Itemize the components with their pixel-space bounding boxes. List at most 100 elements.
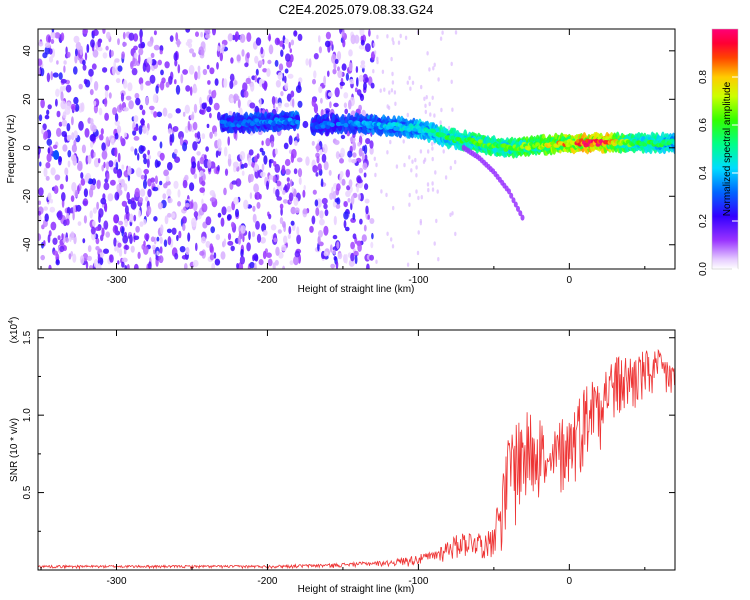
- signal-core: [415, 125, 421, 130]
- noise-blob: [175, 84, 181, 95]
- noise-blob: [40, 98, 45, 109]
- noise-blob: [140, 119, 145, 125]
- noise-blob: [447, 125, 451, 131]
- noise-blob: [159, 50, 163, 55]
- noise-blob: [74, 103, 80, 112]
- noise-blob: [370, 82, 375, 89]
- noise-blob: [167, 128, 172, 135]
- noise-blob: [297, 168, 303, 178]
- noise-blob: [367, 214, 371, 220]
- noise-blob: [166, 228, 172, 234]
- noise-blob: [294, 140, 298, 146]
- noise-blob: [123, 132, 127, 138]
- noise-blob: [230, 221, 235, 228]
- noise-blob: [276, 180, 282, 187]
- noise-blob: [437, 77, 440, 82]
- noise-blob: [290, 206, 296, 215]
- noise-blob: [171, 227, 177, 235]
- noise-blob: [316, 143, 320, 153]
- noise-blob: [127, 82, 133, 92]
- noise-blob: [217, 45, 220, 52]
- noise-blob: [44, 46, 50, 55]
- noise-blob: [119, 248, 123, 257]
- noise-blob: [252, 213, 257, 223]
- noise-blob: [84, 174, 89, 183]
- noise-blob: [206, 123, 210, 129]
- noise-blob: [121, 227, 125, 237]
- noise-blob: [65, 237, 69, 243]
- noise-blob: [363, 224, 367, 232]
- noise-blob: [213, 252, 217, 259]
- noise-blob: [150, 177, 156, 183]
- noise-blob: [75, 48, 78, 57]
- noise-blob: [156, 111, 163, 118]
- noise-blob: [145, 63, 151, 73]
- noise-blob: [284, 158, 291, 167]
- spectrogram-y-ticks: -40 -20 0 20 40: [22, 45, 675, 270]
- noise-blob: [280, 91, 284, 97]
- noise-blob: [131, 67, 138, 76]
- noise-blob: [360, 60, 366, 66]
- noise-blob: [152, 93, 158, 104]
- noise-blob: [70, 231, 75, 241]
- noise-blob: [160, 224, 164, 235]
- noise-blob: [112, 107, 118, 116]
- noise-blob: [290, 90, 295, 98]
- noise-blob: [312, 78, 316, 85]
- noise-blob: [268, 213, 272, 220]
- noise-blob: [399, 33, 402, 39]
- noise-blob: [133, 115, 139, 123]
- noise-blob: [83, 188, 88, 198]
- noise-blob: [253, 253, 259, 261]
- noise-blob: [343, 220, 347, 229]
- noise-blob: [296, 226, 300, 236]
- spectrogram-x-ticks: -300 -200 -100 0: [40, 29, 646, 286]
- noise-blob: [308, 58, 312, 68]
- y-tick-label: 0.5: [22, 485, 33, 499]
- noise-blob: [185, 29, 191, 33]
- noise-blob: [355, 66, 359, 73]
- noise-blob: [97, 253, 101, 262]
- noise-blob: [46, 109, 50, 116]
- noise-blob: [340, 147, 345, 158]
- noise-blob: [263, 155, 268, 165]
- noise-blob: [235, 178, 242, 187]
- noise-blob: [90, 226, 96, 235]
- noise-blob: [115, 78, 121, 84]
- snr-multiplier: (x104): [8, 317, 20, 344]
- noise-blob: [374, 172, 377, 178]
- noise-blob: [80, 172, 84, 179]
- noise-blob: [65, 46, 68, 55]
- noise-blob: [106, 31, 111, 40]
- noise-blob: [192, 259, 199, 268]
- noise-blob: [291, 186, 294, 193]
- noise-blob: [254, 55, 259, 64]
- noise-blob: [227, 156, 232, 167]
- noise-blob: [454, 30, 458, 35]
- noise-blob: [201, 203, 208, 213]
- noise-blob: [362, 145, 366, 152]
- noise-blob: [53, 185, 59, 195]
- noise-blob: [129, 234, 133, 245]
- noise-blob: [415, 165, 418, 170]
- noise-blob: [135, 225, 140, 233]
- noise-blob: [206, 106, 212, 113]
- noise-blob: [102, 29, 106, 34]
- noise-blob: [124, 205, 129, 215]
- y-tick-label: -20: [22, 189, 33, 204]
- noise-blob: [199, 156, 205, 165]
- noise-blob: [293, 168, 298, 175]
- noise-blob: [237, 99, 241, 109]
- noise-blob: [233, 197, 239, 205]
- noise-blob: [75, 204, 82, 212]
- noise-blob: [84, 128, 90, 138]
- noise-blob: [296, 133, 300, 140]
- noise-blob: [101, 164, 104, 172]
- noise-blob: [109, 254, 114, 263]
- snr-line: [38, 349, 675, 570]
- noise-blob: [244, 62, 249, 68]
- y-tick-label: 1.0: [22, 408, 33, 422]
- noise-blob: [153, 44, 160, 51]
- noise-blob: [332, 249, 336, 255]
- noise-blob: [123, 244, 130, 251]
